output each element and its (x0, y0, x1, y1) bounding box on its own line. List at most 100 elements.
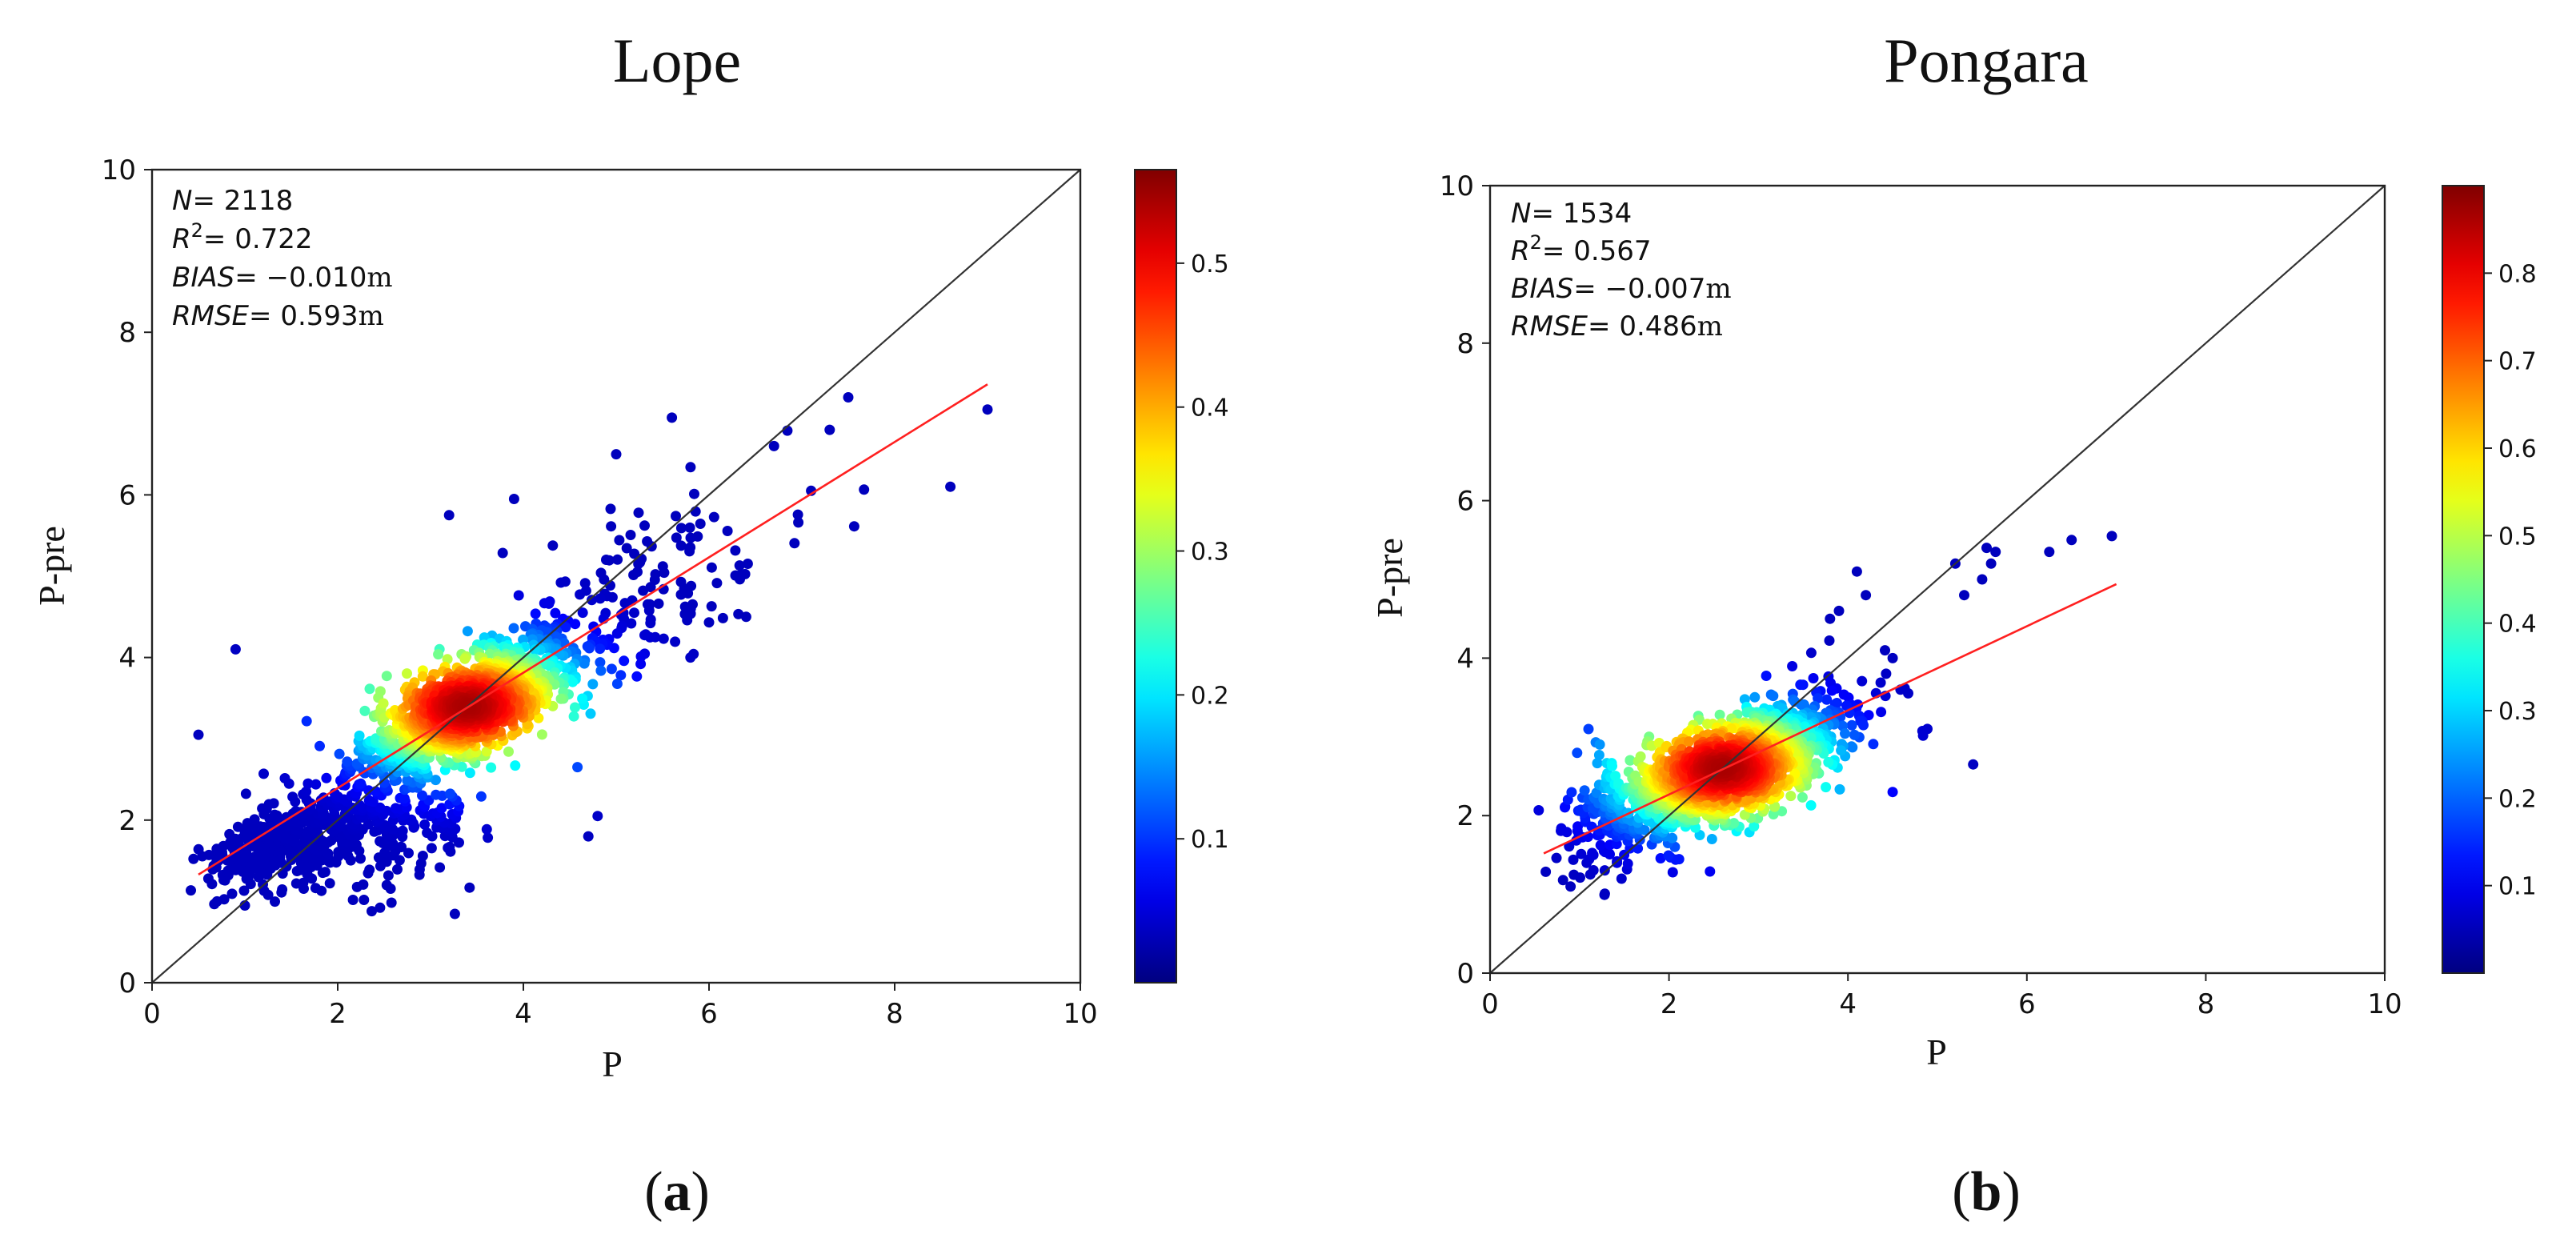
data-point (399, 793, 410, 804)
data-point (658, 633, 669, 644)
data-point (1599, 888, 1610, 899)
data-point (1821, 694, 1833, 705)
stat-n: N= 2118 (172, 185, 293, 217)
data-point (359, 895, 370, 905)
plot-area: 0 2 4 6 8 10 0 2 4 6 8 10 0.1 0.2 0.3 0.4 0.5 (102, 154, 1229, 1030)
data-point (685, 652, 696, 663)
data-point (397, 825, 408, 836)
data-point (1705, 866, 1716, 877)
data-point (1821, 782, 1832, 793)
data-point (1684, 736, 1694, 747)
x-axis-label: P (1926, 1032, 1947, 1072)
data-point (539, 598, 550, 609)
subfigure-label-a: (a) (644, 1161, 710, 1223)
data-point (611, 628, 623, 639)
data-point (1849, 729, 1860, 740)
data-point (1990, 547, 2001, 558)
colorbar: 0.1 0.2 0.3 0.4 0.5 (1134, 169, 1229, 984)
data-point (1861, 590, 1872, 601)
data-point (619, 655, 630, 667)
data-point (342, 756, 353, 767)
colorbar-tick-label: 0.5 (2498, 523, 2537, 551)
colorbar-tick-label: 0.2 (2498, 785, 2537, 813)
data-point (422, 827, 433, 839)
colorbar-tick-label: 0.4 (1191, 395, 1229, 423)
data-point (1858, 719, 1869, 731)
data-point (1594, 739, 1605, 750)
data-point (1836, 745, 1847, 756)
data-point (402, 668, 412, 679)
y-tick-label: 0 (118, 968, 136, 1000)
data-point (611, 679, 623, 689)
data-point (1787, 661, 1798, 671)
y-axis-label: P-pre (1369, 538, 1410, 618)
data-point (1706, 834, 1717, 844)
data-point (1566, 787, 1577, 798)
data-point (417, 851, 428, 861)
y-axis-label: P-pre (31, 526, 72, 606)
data-point (2044, 547, 2055, 558)
data-point (792, 509, 803, 520)
data-point (859, 484, 870, 495)
data-point (1587, 847, 1598, 859)
data-point (287, 791, 298, 803)
data-point (419, 819, 431, 830)
data-point (483, 832, 494, 843)
data-point (583, 831, 594, 842)
data-point (1981, 543, 1992, 554)
y-tick-label: 4 (118, 643, 136, 675)
data-point (1583, 723, 1594, 735)
data-point (605, 503, 616, 515)
data-point (444, 841, 455, 852)
regression-line (1543, 583, 2117, 855)
data-point (530, 608, 541, 619)
y-tick-label: 6 (1456, 486, 1474, 518)
data-point (1857, 675, 1868, 687)
y-tick-label: 2 (1456, 800, 1474, 832)
data-point (1959, 590, 1969, 601)
data-point (733, 608, 744, 619)
x-tick-label: 0 (143, 998, 161, 1030)
data-point (689, 488, 699, 499)
data-point (1826, 685, 1837, 696)
data-point (358, 879, 369, 890)
data-point (560, 622, 571, 633)
data-point (670, 636, 681, 647)
data-point (271, 810, 282, 821)
data-point (310, 779, 322, 790)
data-point (824, 424, 835, 435)
data-point (789, 538, 800, 549)
panel-lope: Lope 0 2 4 6 8 10 0 2 4 6 8 10 0.1 0.2 0.3 0.4 0.5 P P-p… (31, 26, 1229, 1223)
panel-pongara: Pongara 0 2 4 6 8 10 0 2 4 6 8 10 0.1 0.2 0.3 0.4 0.5 0.6… (1369, 26, 2537, 1223)
data-point (1714, 709, 1725, 720)
colorbar: 0.1 0.2 0.3 0.4 0.5 0.6 0.7 0.8 (2442, 185, 2537, 974)
x-tick-label: 10 (1063, 998, 1097, 1030)
data-point (550, 607, 561, 619)
colorbar-gradient (1134, 169, 1177, 984)
colorbar-tick-label: 0.1 (2498, 873, 2537, 901)
data-point (667, 412, 678, 423)
data-point (379, 777, 390, 788)
data-point (1729, 818, 1740, 829)
data-point (682, 615, 693, 626)
data-point (570, 619, 581, 630)
data-point (1749, 691, 1761, 703)
data-point (1761, 671, 1772, 681)
data-point (461, 700, 472, 711)
data-point (224, 828, 235, 839)
data-point (464, 767, 475, 779)
data-point (258, 768, 269, 779)
data-point (1825, 613, 1836, 624)
data-point (381, 879, 392, 891)
data-point (585, 708, 596, 719)
data-point (1592, 758, 1603, 769)
data-point (1576, 848, 1587, 859)
data-point (364, 864, 375, 875)
plot-frame (150, 168, 1082, 984)
data-point (659, 567, 670, 579)
data-point (475, 791, 487, 802)
data-point (572, 762, 583, 773)
data-point (355, 778, 367, 789)
data-point (1568, 854, 1579, 865)
